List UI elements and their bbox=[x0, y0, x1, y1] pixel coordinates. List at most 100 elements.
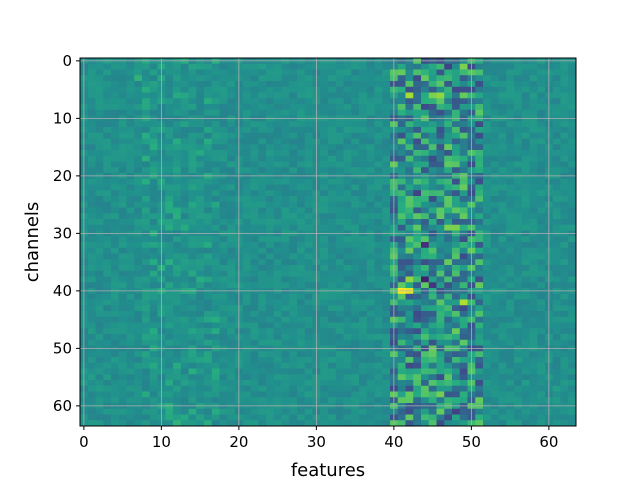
heatmap-cell bbox=[173, 201, 182, 208]
heatmap-cell bbox=[134, 132, 143, 139]
heatmap-cell bbox=[297, 380, 306, 387]
heatmap-cell bbox=[111, 276, 120, 283]
heatmap-cell bbox=[568, 190, 577, 197]
heatmap-cell bbox=[552, 357, 561, 364]
heatmap-cell bbox=[250, 92, 259, 99]
heatmap-cell bbox=[405, 368, 414, 375]
heatmap-cell bbox=[552, 339, 561, 346]
heatmap-cell bbox=[444, 253, 453, 260]
heatmap-cell bbox=[134, 196, 143, 203]
heatmap-cell bbox=[204, 316, 213, 323]
heatmap-cell bbox=[126, 178, 135, 185]
heatmap-cell bbox=[444, 328, 453, 335]
heatmap-cell bbox=[421, 236, 430, 243]
heatmap-cell bbox=[436, 322, 445, 329]
heatmap-cell bbox=[452, 322, 461, 329]
heatmap-cell bbox=[452, 81, 461, 88]
heatmap-cell bbox=[149, 150, 158, 157]
heatmap-cell bbox=[568, 92, 577, 99]
heatmap-cell bbox=[397, 75, 406, 82]
heatmap-cell bbox=[196, 150, 205, 157]
heatmap-cell bbox=[382, 414, 391, 421]
heatmap-cell bbox=[568, 259, 577, 266]
heatmap-cell bbox=[211, 362, 220, 369]
heatmap-cell bbox=[165, 138, 174, 145]
heatmap-cell bbox=[421, 201, 430, 208]
heatmap-cell bbox=[335, 357, 344, 364]
heatmap-cell bbox=[126, 150, 135, 157]
heatmap-cell bbox=[219, 161, 228, 168]
heatmap-cell bbox=[552, 81, 561, 88]
heatmap-cell bbox=[568, 322, 577, 329]
heatmap-cell bbox=[529, 305, 538, 312]
heatmap-cell bbox=[514, 385, 523, 392]
heatmap-cell bbox=[258, 247, 267, 254]
heatmap-cell bbox=[266, 420, 275, 427]
heatmap-cell bbox=[273, 270, 282, 277]
heatmap-cell bbox=[421, 207, 430, 214]
heatmap-cell bbox=[397, 334, 406, 341]
heatmap-cell bbox=[568, 86, 577, 93]
heatmap-cell bbox=[188, 127, 197, 134]
heatmap-cell bbox=[506, 196, 515, 203]
heatmap-cell bbox=[273, 357, 282, 364]
heatmap-cell bbox=[188, 259, 197, 266]
heatmap-cell bbox=[397, 207, 406, 214]
y-axis-label: channels bbox=[22, 202, 43, 283]
heatmap-cell bbox=[459, 362, 468, 369]
heatmap-cell bbox=[211, 190, 220, 197]
heatmap-cell bbox=[359, 190, 368, 197]
heatmap-cell bbox=[560, 196, 569, 203]
heatmap-cell bbox=[413, 408, 422, 415]
heatmap-cell bbox=[165, 150, 174, 157]
heatmap-cell bbox=[204, 322, 213, 329]
heatmap-cell bbox=[475, 201, 484, 208]
heatmap-cell bbox=[366, 351, 375, 358]
heatmap-cell bbox=[560, 397, 569, 404]
heatmap-cell bbox=[405, 265, 414, 272]
heatmap-cell bbox=[289, 391, 298, 398]
heatmap-cell bbox=[250, 207, 259, 214]
heatmap-cell bbox=[118, 98, 127, 105]
heatmap-cell bbox=[537, 253, 546, 260]
heatmap-cell bbox=[335, 247, 344, 254]
heatmap-cell bbox=[219, 397, 228, 404]
heatmap-cell bbox=[452, 155, 461, 162]
heatmap-cell bbox=[328, 339, 337, 346]
heatmap-cell bbox=[219, 178, 228, 185]
heatmap-cell bbox=[250, 75, 259, 82]
heatmap-cell bbox=[219, 190, 228, 197]
heatmap-cell bbox=[134, 322, 143, 329]
heatmap-cell bbox=[483, 132, 492, 139]
heatmap-cell bbox=[87, 213, 96, 220]
heatmap-cell bbox=[126, 121, 135, 128]
heatmap-cell bbox=[490, 357, 499, 364]
heatmap-cell bbox=[173, 242, 182, 249]
heatmap-cell bbox=[95, 334, 104, 341]
heatmap-cell bbox=[196, 132, 205, 139]
heatmap-cell bbox=[118, 196, 127, 203]
heatmap-cell bbox=[242, 385, 251, 392]
heatmap-cell bbox=[289, 322, 298, 329]
heatmap-cell bbox=[118, 408, 127, 415]
heatmap-cell bbox=[258, 253, 267, 260]
heatmap-cell bbox=[273, 385, 282, 392]
heatmap-cell bbox=[475, 178, 484, 185]
heatmap-cell bbox=[320, 213, 329, 220]
heatmap-cell bbox=[343, 109, 352, 116]
heatmap-cell bbox=[483, 316, 492, 323]
heatmap-cell bbox=[521, 316, 530, 323]
heatmap-cell bbox=[335, 391, 344, 398]
heatmap-cell bbox=[258, 299, 267, 306]
heatmap-cell bbox=[273, 351, 282, 358]
heatmap-cell bbox=[281, 121, 290, 128]
heatmap-cell bbox=[227, 121, 236, 128]
heatmap-cell bbox=[459, 276, 468, 283]
heatmap-cell bbox=[188, 380, 197, 387]
heatmap-cell bbox=[490, 311, 499, 318]
heatmap-cell bbox=[521, 109, 530, 116]
heatmap-cell bbox=[560, 155, 569, 162]
heatmap-cell bbox=[552, 385, 561, 392]
heatmap-cell bbox=[343, 150, 352, 157]
heatmap-cell bbox=[227, 276, 236, 283]
